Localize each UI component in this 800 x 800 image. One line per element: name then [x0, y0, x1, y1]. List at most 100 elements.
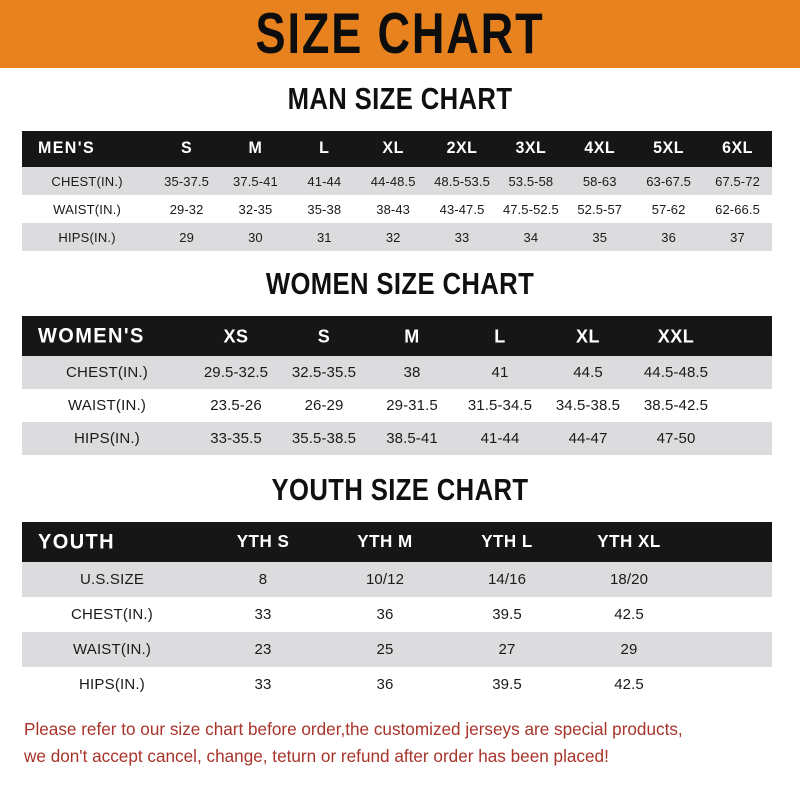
cell-women-2-5: 47-50	[632, 422, 720, 455]
column-header-label-man: MEN'S	[38, 139, 96, 158]
cell-women-1-1: 26-29	[280, 389, 368, 422]
table-row: WAIST(IN.) 23.5-26 26-29 29-31.5 31.5-34…	[22, 389, 772, 422]
column-header-man-1: M	[248, 139, 263, 158]
cell-man-0-3: 44-48.5	[358, 167, 428, 195]
table-header-row-women: WOMEN'S XS S M L XL XXL	[22, 316, 772, 356]
row-label-man-0: CHEST(IN.)	[22, 167, 153, 195]
cell-man-1-3: 38-43	[358, 195, 428, 223]
row-label-youth-3: HIPS(IN.)	[22, 667, 202, 702]
column-header-women-3: L	[494, 324, 506, 346]
table-man: MEN'S S M L XL 2XL 3XL 4XL 5XL 6XL CHEST…	[22, 131, 772, 251]
row-label-women-2: HIPS(IN.)	[22, 422, 192, 455]
section-women: WOMEN SIZE CHART WOMEN'S XS S M L XL XXL	[0, 267, 800, 455]
column-header-man-4: 2XL	[446, 139, 478, 158]
table-row: CHEST(IN.) 29.5-32.5 32.5-35.5 38 41 44.…	[22, 356, 772, 389]
cell-women-2-spacer	[720, 422, 772, 455]
section-man: MAN SIZE CHART MEN'S S M L XL 2XL 3XL 4X…	[0, 82, 800, 251]
cell-women-1-5: 38.5-42.5	[632, 389, 720, 422]
cell-youth-1-0: 33	[202, 597, 324, 632]
cell-man-1-4: 43-47.5	[427, 195, 497, 223]
row-label-women-0: CHEST(IN.)	[22, 356, 192, 389]
column-header-youth-2: YTH L	[481, 531, 533, 552]
cell-women-0-spacer	[720, 356, 772, 389]
column-header-man-8: 6XL	[722, 139, 753, 158]
cell-youth-3-1: 36	[324, 667, 446, 702]
cell-man-1-0: 29-32	[152, 195, 221, 223]
column-header-youth-0: YTH S	[236, 531, 290, 552]
cell-women-2-4: 44-47	[544, 422, 632, 455]
cell-women-1-2: 29-31.5	[368, 389, 456, 422]
column-header-man-3: XL	[382, 139, 404, 158]
cell-man-1-8: 62-66.5	[703, 195, 772, 223]
cell-man-0-4: 48.5-53.5	[427, 167, 497, 195]
cell-women-0-2: 38	[368, 356, 456, 389]
cell-man-0-2: 41-44	[289, 167, 359, 195]
cell-man-2-5: 34	[496, 223, 566, 251]
column-header-youth-3: YTH XL	[597, 531, 661, 552]
column-header-youth-1: YTH M	[357, 531, 413, 552]
section-youth: YOUTH SIZE CHART YOUTH YTH S YTH M YTH L…	[0, 473, 800, 702]
cell-women-1-spacer	[720, 389, 772, 422]
cell-youth-2-1: 25	[324, 632, 446, 667]
cell-man-0-5: 53.5-58	[496, 167, 566, 195]
cell-man-0-0: 35-37.5	[152, 167, 221, 195]
table-row: CHEST(IN.) 35-37.5 37.5-41 41-44 44-48.5…	[22, 167, 772, 195]
cell-youth-2-2: 27	[446, 632, 568, 667]
column-header-man-7: 5XL	[653, 139, 684, 158]
column-header-women-4: XL	[575, 324, 600, 346]
page-title: SIZE CHART	[255, 1, 545, 66]
footer-note-line-2: we don't accept cancel, change, teturn o…	[24, 746, 609, 767]
cell-youth-1-2: 39.5	[446, 597, 568, 632]
cell-youth-3-3: 42.5	[568, 667, 690, 702]
cell-man-0-7: 63-67.5	[634, 167, 704, 195]
table-row: U.S.SIZE 8 10/12 14/16 18/20	[22, 562, 772, 597]
cell-man-0-8: 67.5-72	[703, 167, 772, 195]
cell-man-1-7: 57-62	[634, 195, 704, 223]
column-header-women-5: XXL	[657, 324, 695, 346]
cell-man-2-4: 33	[427, 223, 497, 251]
cell-youth-1-spacer	[690, 597, 772, 632]
cell-man-2-2: 31	[289, 223, 359, 251]
cell-man-0-1: 37.5-41	[221, 167, 290, 195]
cell-man-1-1: 32-35	[221, 195, 290, 223]
section-title-women: WOMEN SIZE CHART	[265, 267, 535, 301]
column-header-youth-spacer	[690, 521, 772, 563]
cell-man-0-6: 58-63	[565, 167, 635, 195]
section-title-man: MAN SIZE CHART	[287, 82, 513, 116]
cell-women-2-0: 33-35.5	[192, 422, 280, 455]
cell-youth-3-2: 39.5	[446, 667, 568, 702]
column-header-women-0: XS	[223, 324, 249, 346]
cell-women-1-3: 31.5-34.5	[456, 389, 544, 422]
table-row: HIPS(IN.) 33-35.5 35.5-38.5 38.5-41 41-4…	[22, 422, 772, 455]
cell-youth-2-spacer	[690, 632, 772, 667]
cell-women-2-3: 41-44	[456, 422, 544, 455]
cell-women-0-3: 41	[456, 356, 544, 389]
column-header-man-0: S	[180, 139, 193, 158]
cell-man-2-6: 35	[565, 223, 635, 251]
column-header-man-2: L	[319, 139, 330, 158]
column-header-women-2: M	[404, 324, 420, 346]
table-row: CHEST(IN.) 33 36 39.5 42.5	[22, 597, 772, 632]
cell-youth-0-1: 10/12	[324, 562, 446, 597]
column-header-women-spacer	[720, 315, 772, 357]
column-header-women-1: S	[317, 324, 331, 346]
cell-women-2-1: 35.5-38.5	[280, 422, 368, 455]
table-row: HIPS(IN.) 29 30 31 32 33 34 35 36 37	[22, 223, 772, 251]
cell-youth-3-0: 33	[202, 667, 324, 702]
cell-man-2-7: 36	[634, 223, 704, 251]
cell-women-0-4: 44.5	[544, 356, 632, 389]
row-label-youth-2: WAIST(IN.)	[22, 632, 202, 667]
cell-youth-2-3: 29	[568, 632, 690, 667]
table-youth: YOUTH YTH S YTH M YTH L YTH XL U.S.SIZE …	[22, 522, 772, 702]
cell-youth-0-2: 14/16	[446, 562, 568, 597]
cell-youth-2-0: 23	[202, 632, 324, 667]
cell-man-2-3: 32	[358, 223, 428, 251]
table-row: WAIST(IN.) 23 25 27 29	[22, 632, 772, 667]
cell-man-2-1: 30	[221, 223, 290, 251]
column-header-label-youth: YOUTH	[38, 529, 115, 554]
column-header-label-women: WOMEN'S	[38, 323, 145, 348]
cell-man-2-0: 29	[152, 223, 221, 251]
table-header-row-youth: YOUTH YTH S YTH M YTH L YTH XL	[22, 522, 772, 562]
cell-women-0-0: 29.5-32.5	[192, 356, 280, 389]
